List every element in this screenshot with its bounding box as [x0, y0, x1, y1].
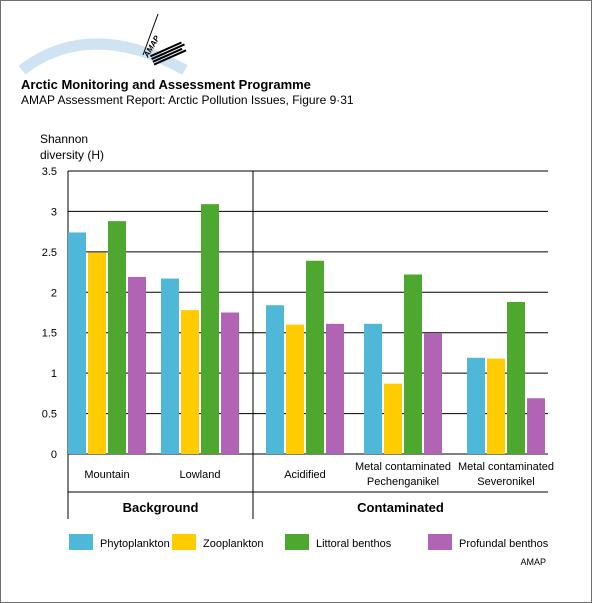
bar: [128, 276, 146, 454]
bar: [424, 333, 442, 454]
y-tick-label: 2.5: [42, 247, 57, 259]
amap-logo: AMAP: [18, 13, 188, 75]
y-tick-label: 0: [51, 449, 57, 461]
bar: [181, 310, 199, 454]
logo-fine-print: [149, 41, 187, 66]
y-tick-label: 3: [51, 206, 57, 218]
bar: [404, 274, 422, 454]
group-label: Contaminated: [357, 500, 444, 515]
legend-swatch: [285, 534, 309, 550]
logo-arc: [18, 38, 188, 75]
bar: [266, 305, 284, 454]
bar: [507, 301, 525, 454]
bar: [326, 323, 344, 454]
bar: [487, 358, 505, 454]
legend-swatch: [69, 534, 93, 550]
bar: [88, 252, 106, 454]
x-tick-label: Lowland: [180, 469, 221, 481]
bar: [161, 278, 179, 454]
bar: [286, 324, 304, 454]
x-tick-label: Metal contaminated: [355, 461, 451, 473]
bar: [108, 221, 126, 454]
credit-label: AMAP: [520, 557, 546, 567]
legend-label: Profundal benthos: [459, 538, 549, 550]
bar: [306, 260, 324, 454]
x-tick-label: Pechenganikel: [367, 476, 439, 488]
bar: [384, 383, 402, 454]
y-tick-label: 3.5: [42, 166, 57, 178]
bar: [68, 232, 86, 454]
bar: [221, 312, 239, 454]
group-label: Background: [123, 500, 199, 515]
y-axis-label: Shannon: [40, 132, 88, 146]
x-tick-label: Acidified: [284, 469, 326, 481]
logo-line: [142, 13, 159, 56]
legend-label: Zooplankton: [203, 538, 264, 550]
bar: [364, 323, 382, 454]
legend-label: Phytoplankton: [100, 538, 170, 550]
x-tick-label: Metal contaminated: [458, 461, 554, 473]
y-tick-label: 2: [51, 287, 57, 299]
legend-swatch: [428, 534, 452, 550]
bar: [201, 204, 219, 454]
report-caption: AMAP Assessment Report: Arctic Pollution…: [21, 93, 354, 107]
y-tick-label: 1: [51, 368, 57, 380]
bar: [527, 398, 545, 454]
legend-label: Littoral benthos: [316, 538, 392, 550]
y-tick-label: 0.5: [42, 409, 57, 421]
legend-swatch: [172, 534, 196, 550]
organization-title: Arctic Monitoring and Assessment Program…: [21, 77, 311, 92]
x-tick-label: Severonikel: [477, 476, 534, 488]
x-tick-label: Mountain: [84, 469, 129, 481]
y-axis-label: diversity (H): [40, 148, 104, 162]
bar: [467, 357, 485, 454]
y-tick-label: 1.5: [42, 328, 57, 340]
